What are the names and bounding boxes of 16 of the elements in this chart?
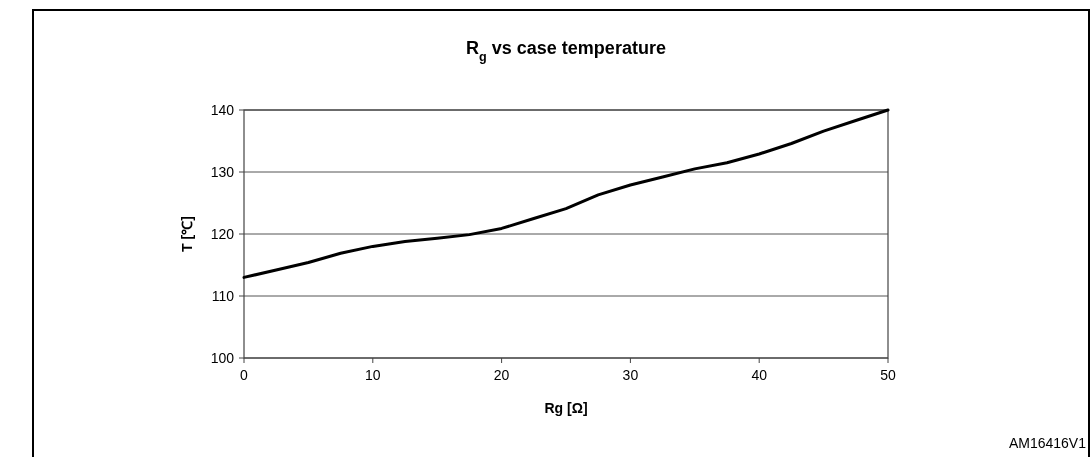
y-tick-label: 140 xyxy=(210,101,235,118)
x-tick-label: 30 xyxy=(622,367,639,383)
text: AM16416V1 xyxy=(1008,435,1087,451)
x-axis-title: Rg [Ω] xyxy=(544,400,588,416)
y-tick-label: 130 xyxy=(210,163,235,180)
y-tick-label: 100 xyxy=(210,349,235,366)
y-axis-title: T [℃] xyxy=(179,216,195,252)
x-tick-label: 50 xyxy=(880,367,896,383)
x-tick-label: 0 xyxy=(240,367,249,383)
line-series xyxy=(242,108,890,279)
chart-title: R$_{g}$ vs case temperature xyxy=(466,38,666,64)
x-tick-label: 10 xyxy=(365,367,381,383)
x-tick-label: 40 xyxy=(751,367,768,383)
y-tick-label: 120 xyxy=(210,225,235,242)
y-tick-label: 110 xyxy=(211,287,235,304)
x-tick-label: 20 xyxy=(493,367,510,383)
